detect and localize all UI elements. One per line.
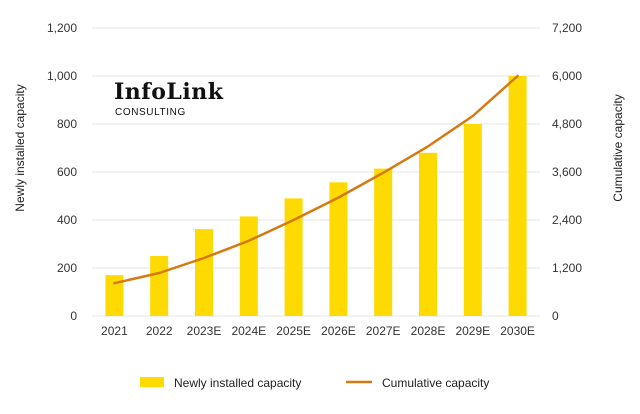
bar xyxy=(419,152,437,316)
y-axis-title: Newly installed capacity xyxy=(13,84,27,211)
y-tick-label: 400 xyxy=(57,213,77,227)
x-tick-label: 2027E xyxy=(366,324,401,338)
x-tick-label: 2029E xyxy=(455,324,490,338)
legend-bar-label: Newly installed capacity xyxy=(174,376,301,390)
legend: Newly installed capacity Cumulative capa… xyxy=(140,376,489,390)
bar xyxy=(105,275,124,316)
x-tick-label: 2024E xyxy=(231,324,266,338)
x-tick-label: 2022 xyxy=(146,324,173,338)
x-tick-label: 2021 xyxy=(101,324,128,338)
bar xyxy=(463,124,482,316)
line-series xyxy=(113,74,519,285)
y-tick-label: 800 xyxy=(57,117,77,131)
bar xyxy=(374,168,393,316)
x-axis-ticks: 2021 2022 2023E 2024E 2025E 2026E 2027E 2028E 20… xyxy=(101,324,535,338)
right-axis-ticks: 0 1,200 2,400 3,600 4,800 6,000 7,200 xyxy=(552,21,582,323)
y-tick-label: 200 xyxy=(57,261,77,275)
bar xyxy=(239,216,258,316)
y2-tick-label: 2,400 xyxy=(552,213,582,227)
y2-tick-label: 3,600 xyxy=(552,165,582,179)
left-axis-ticks: 0 200 400 600 800 1,000 1,200 xyxy=(47,21,77,323)
bar xyxy=(150,256,169,316)
x-tick-label: 2030E xyxy=(500,324,535,338)
x-tick-label: 2025E xyxy=(276,324,311,338)
x-tick-label: 2026E xyxy=(321,324,356,338)
legend-line-label: Cumulative capacity xyxy=(382,376,489,390)
bar xyxy=(329,182,348,316)
legend-bar-swatch xyxy=(140,377,164,387)
bar xyxy=(195,229,213,316)
y2-tick-label: 4,800 xyxy=(552,117,582,131)
logo-subtitle: CONSULTING xyxy=(115,107,186,118)
bar xyxy=(284,198,303,316)
x-tick-label: 2028E xyxy=(411,324,446,338)
bar xyxy=(508,76,527,316)
y2-axis-title: Cumulative capacity xyxy=(611,94,625,201)
y2-tick-label: 0 xyxy=(552,309,559,323)
logo: InfoLink CONSULTING xyxy=(114,79,224,118)
y-tick-label: 600 xyxy=(57,165,77,179)
x-tick-label: 2023E xyxy=(187,324,222,338)
y-tick-label: 0 xyxy=(70,309,77,323)
y2-tick-label: 1,200 xyxy=(552,261,582,275)
y-tick-label: 1,000 xyxy=(47,69,77,83)
y-tick-label: 1,200 xyxy=(47,21,77,35)
y2-tick-label: 7,200 xyxy=(552,21,582,35)
cumulative-line xyxy=(113,74,519,285)
logo-name: InfoLink xyxy=(114,79,224,105)
y2-tick-label: 6,000 xyxy=(552,69,582,83)
